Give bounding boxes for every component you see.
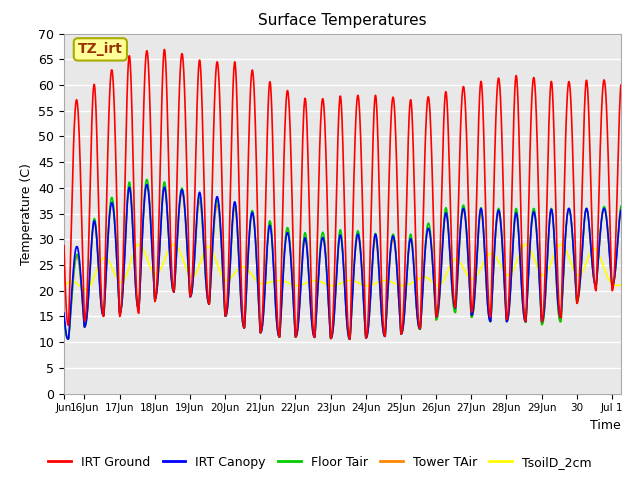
Floor Tair (331, 298, 339, 304)
Tower TAir (143, 182, 150, 188)
Tower TAir (602, 208, 609, 214)
Text: TZ_irt: TZ_irt (78, 42, 123, 56)
IRT Canopy (60, 310, 68, 316)
IRT Canopy (601, 207, 609, 213)
X-axis label: Time: Time (590, 419, 621, 432)
IRT Canopy (316, 249, 324, 254)
IRT Ground (88, 103, 96, 109)
Floor Tair (143, 177, 150, 182)
Line: Tower TAir: Tower TAir (64, 185, 621, 339)
Floor Tair (60, 316, 68, 322)
IRT Ground (499, 174, 507, 180)
Tower TAir (60, 316, 68, 322)
IRT Ground (602, 83, 609, 89)
IRT Ground (316, 129, 324, 134)
Line: TsoilD_2cm: TsoilD_2cm (64, 244, 621, 289)
Tower TAir (316, 249, 324, 254)
Legend: IRT Ground, IRT Canopy, Floor Tair, Tower TAir, TsoilD_2cm: IRT Ground, IRT Canopy, Floor Tair, Towe… (44, 451, 596, 474)
IRT Canopy (88, 229, 96, 235)
Floor Tair (316, 244, 324, 250)
IRT Canopy (602, 208, 609, 214)
IRT Ground (617, 83, 625, 88)
Floor Tair (88, 228, 96, 234)
TsoilD_2cm (135, 241, 143, 247)
Tower TAir (88, 232, 96, 238)
IRT Canopy (346, 336, 354, 342)
TsoilD_2cm (317, 279, 324, 285)
Tower TAir (331, 300, 339, 306)
Tower TAir (346, 336, 354, 342)
IRT Canopy (499, 254, 507, 260)
TsoilD_2cm (89, 277, 97, 283)
Tower TAir (499, 255, 507, 261)
IRT Canopy (331, 300, 339, 306)
Floor Tair (601, 205, 609, 211)
IRT Ground (601, 81, 609, 86)
TsoilD_2cm (617, 282, 625, 288)
IRT Canopy (617, 207, 625, 213)
IRT Ground (346, 336, 354, 342)
Line: Floor Tair: Floor Tair (64, 180, 621, 339)
Floor Tair (602, 206, 609, 212)
Line: IRT Canopy: IRT Canopy (64, 185, 621, 339)
TsoilD_2cm (601, 268, 609, 274)
TsoilD_2cm (499, 267, 507, 273)
Tower TAir (617, 207, 625, 213)
Title: Surface Temperatures: Surface Temperatures (258, 13, 427, 28)
Floor Tair (617, 204, 625, 209)
IRT Ground (331, 252, 339, 258)
IRT Ground (60, 243, 68, 249)
IRT Ground (161, 47, 168, 52)
IRT Canopy (143, 182, 150, 188)
TsoilD_2cm (60, 284, 68, 290)
TsoilD_2cm (332, 282, 339, 288)
Y-axis label: Temperature (C): Temperature (C) (20, 163, 33, 264)
TsoilD_2cm (602, 268, 609, 274)
Floor Tair (499, 252, 507, 258)
Tower TAir (601, 207, 609, 213)
Line: IRT Ground: IRT Ground (64, 49, 621, 339)
Floor Tair (346, 336, 354, 342)
TsoilD_2cm (81, 287, 89, 292)
